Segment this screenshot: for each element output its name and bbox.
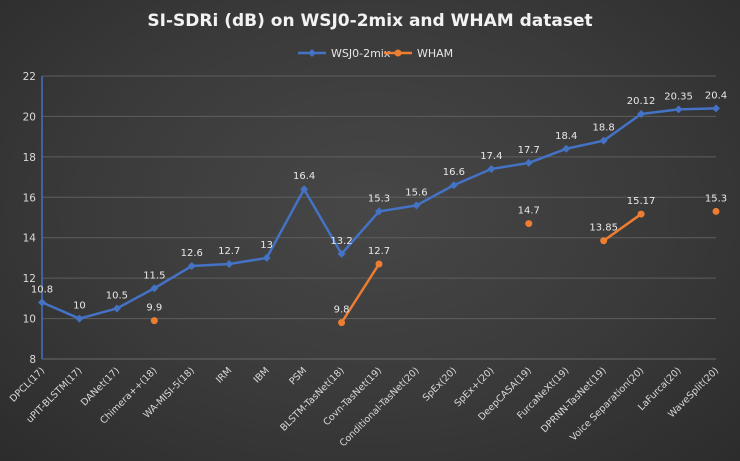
wsj0-2mix-point-furcanext-19 [562, 144, 571, 153]
wsj0-2mix-label-chimera-18: 11.5 [143, 270, 165, 281]
wsj0-2mix-label-voice-separation-20: 20.12 [627, 96, 656, 107]
wsj0-2mix-point-dpcl-17 [38, 298, 46, 307]
wham-point-chimera-18 [150, 317, 158, 325]
wham-point-blstm-tasnet-18 [338, 319, 346, 327]
y-tick-label: 14 [23, 233, 37, 245]
legend-item-wham: WHAM [384, 47, 453, 60]
wsj0-2mix-label-dprnn-tasnet-19: 18.8 [593, 123, 615, 134]
series-wsj0-2mix: 10.8 10 10.5 11.5 12.6 12.7 13 16.4 13.2 15.3 15.6… [31, 90, 727, 323]
wham-label-voice-separation-20: 15.17 [627, 196, 656, 207]
wsj0-2mix-label-lafurca-20: 20.35 [664, 91, 693, 102]
legend: WSJ0-2mix WHAM [298, 47, 453, 60]
wham-label-covn-tasnet-19: 12.7 [368, 246, 390, 257]
chart-title: SI-SDRi (dB) on WSJ0-2mix and WHAM datas… [147, 11, 592, 31]
legend-marker-wham [394, 49, 402, 57]
wsj0-2mix-point-ibm [262, 253, 271, 262]
x-tick-label-conditional-tasnet-20: Conditional-TasNet(20) [338, 365, 422, 449]
wsj0-2mix-point-chimera-18 [150, 284, 159, 293]
legend-marker-wsj0-2mix [308, 49, 316, 57]
y-tick-label: 10 [23, 314, 36, 326]
wham-point-covn-tasnet-19 [375, 260, 383, 268]
legend-item-wsj0-2mix: WSJ0-2mix [298, 47, 391, 60]
wham-point-deepcasa-19 [525, 220, 533, 228]
x-tick-label-irm: IRM [214, 365, 234, 385]
wsj0-2mix-label-deepcasa-19: 17.7 [518, 145, 540, 156]
wsj0-2mix-label-wavesplit-20: 20.4 [705, 90, 727, 101]
wsj0-2mix-point-blstm-tasnet-18 [337, 249, 346, 258]
wsj0-2mix-point-deepcasa-19 [524, 158, 533, 167]
wsj0-2mix-point-irm [225, 259, 234, 268]
series-group: 9.9 9.8 12.7 14.7 13.85 15.17 15.3 10.8 10 10.5 11… [31, 90, 727, 327]
wsj0-2mix-label-dpcl-17: 10.8 [31, 284, 53, 295]
wsj0-2mix-point-wavesplit-20 [712, 104, 720, 113]
wsj0-2mix-label-covn-tasnet-19: 15.3 [368, 193, 390, 204]
gridlines [42, 75, 716, 360]
wsj0-2mix-point-wa-misi-5-18 [187, 262, 196, 271]
wsj0-2mix-point-spex-20 [449, 181, 458, 190]
wham-point-wavesplit-20 [712, 207, 720, 215]
y-tick-label: 12 [23, 273, 36, 285]
wham-point-dprnn-tasnet-19 [600, 237, 608, 245]
wsj0-2mix-label-ibm: 13 [260, 240, 273, 251]
wsj0-2mix-label-irm: 12.7 [218, 246, 240, 257]
wham-line-segment [340, 263, 381, 324]
legend-label-wsj0-2mix: WSJ0-2mix [331, 47, 391, 60]
x-tick-label-spex-20: SpEx(20) [421, 365, 459, 403]
wsj0-2mix-label-upit-blstm-17: 10 [73, 301, 86, 312]
wsj0-2mix-label-spex-20: 16.6 [443, 167, 465, 178]
y-tick-label: 20 [23, 111, 36, 123]
wsj0-2mix-point-danet-17 [112, 304, 121, 313]
wham-label-blstm-tasnet-18: 9.8 [334, 305, 350, 316]
wsj0-2mix-point-covn-tasnet-19 [375, 207, 383, 216]
wsj0-2mix-point-dprnn-tasnet-19 [599, 136, 608, 145]
x-axis-ticks: DPCL(17)uPIT-BLSTM(17)DANet(17)Chimera++… [8, 365, 721, 449]
wham-label-wavesplit-20: 15.3 [705, 193, 727, 204]
wsj0-2mix-label-danet-17: 10.5 [106, 290, 128, 301]
legend-label-wham: WHAM [417, 47, 453, 60]
wsj0-2mix-label-spex-20: 17.4 [480, 151, 502, 162]
wham-point-voice-separation-20 [637, 210, 645, 218]
x-tick-label-dprnn-tasnet-19: DPRNN-TasNet(19) [539, 365, 609, 435]
x-tick-label-voice-separation-20: Voice Separation(20) [568, 365, 646, 443]
wham-label-deepcasa-19: 14.7 [518, 206, 540, 217]
x-tick-label-ibm: IBM [252, 365, 272, 385]
wsj0-2mix-label-wa-misi-5-18: 12.6 [181, 248, 203, 259]
wham-label-chimera-18: 9.9 [146, 303, 162, 314]
wsj0-2mix-point-spex-20 [487, 164, 496, 173]
wsj0-2mix-label-psm: 16.4 [293, 171, 315, 182]
x-tick-label-psm: PSM [287, 365, 309, 387]
y-tick-label: 22 [23, 71, 36, 83]
y-axis-ticks: 8 10 12 14 16 18 20 22 [23, 71, 37, 366]
wsj0-2mix-point-voice-separation-20 [637, 110, 646, 119]
x-tick-label-blstm-tasnet-18: BLSTM-TasNet(18) [278, 365, 346, 433]
wham-line-segment [602, 213, 642, 242]
wsj0-2mix-label-conditional-tasnet-20: 15.6 [405, 187, 427, 198]
wham-label-dprnn-tasnet-19: 13.85 [589, 223, 618, 234]
y-tick-label: 16 [23, 192, 37, 204]
y-tick-label: 18 [23, 152, 36, 164]
y-tick-label: 8 [29, 354, 36, 366]
wsj0-2mix-label-furcanext-19: 18.4 [555, 131, 577, 142]
wsj0-2mix-point-lafurca-20 [674, 105, 683, 114]
x-tick-label-dpcl-17: DPCL(17) [8, 365, 47, 404]
wsj0-2mix-point-conditional-tasnet-20 [412, 201, 421, 210]
wsj0-2mix-point-upit-blstm-17 [75, 314, 84, 323]
series-wham: 9.9 9.8 12.7 14.7 13.85 15.17 15.3 [146, 193, 727, 327]
wsj0-2mix-point-psm [300, 185, 309, 194]
wsj0-2mix-label-blstm-tasnet-18: 13.2 [330, 236, 352, 247]
